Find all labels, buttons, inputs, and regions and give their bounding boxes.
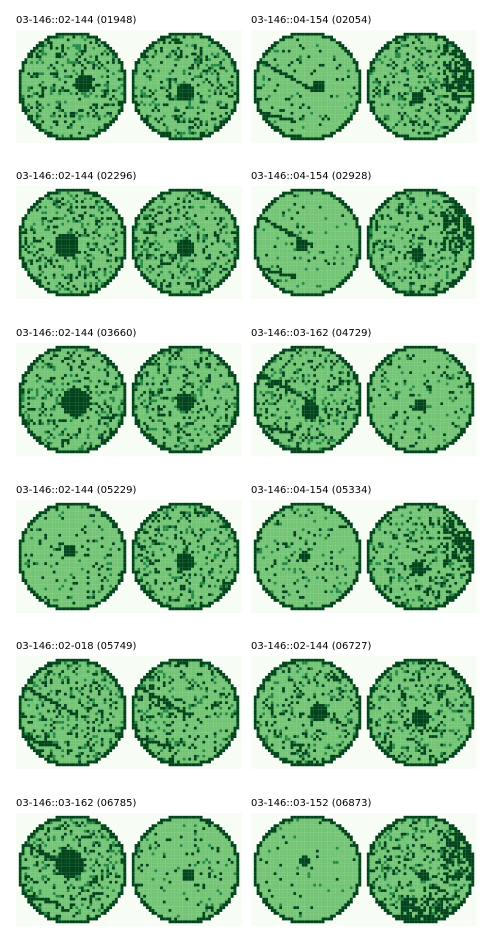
panel-title: 03-146::04-154 (02054): [251, 15, 491, 27]
panel-title: 03-146::04-154 (02928): [251, 171, 491, 183]
wafer-map-pair: [251, 500, 477, 613]
panel-title: 03-146::03-162 (04729): [251, 328, 491, 340]
wafer-map-pair: [16, 500, 242, 613]
wafer-map-pair: [16, 813, 242, 926]
wafer-panel: 03-146::03-162 (04729): [251, 328, 477, 468]
wafer-map-pair: [251, 30, 477, 143]
wafer-panel: 03-146::04-154 (02928): [251, 171, 477, 311]
panel-title: 03-146::02-144 (05229): [16, 485, 256, 497]
wafer-map-pair: [251, 813, 477, 926]
panel-title: 03-146::04-154 (05334): [251, 485, 491, 497]
panel-title: 03-146::02-144 (01948): [16, 15, 256, 27]
wafer-panel: 03-146::04-154 (05334): [251, 485, 477, 625]
wafer-panel: 03-146::04-154 (02054): [251, 15, 477, 155]
panel-title: 03-146::03-162 (06785): [16, 798, 256, 810]
wafer-panel: 03-146::02-144 (03660): [16, 328, 242, 468]
wafer-map-pair: [16, 186, 242, 299]
wafer-map-pair: [16, 343, 242, 456]
panel-title: 03-146::02-144 (03660): [16, 328, 256, 340]
wafer-panel: 03-146::02-144 (06727): [251, 641, 477, 781]
wafer-map-pair: [16, 30, 242, 143]
panel-title: 03-146::02-144 (06727): [251, 641, 491, 653]
wafer-map-pair: [251, 343, 477, 456]
panel-title: 03-146::02-018 (05749): [16, 641, 256, 653]
wafer-panel: 03-146::02-144 (01948): [16, 15, 242, 155]
panel-title: 03-146::03-152 (06873): [251, 798, 491, 810]
wafer-map-pair: [251, 186, 477, 299]
wafer-panel: 03-146::02-018 (05749): [16, 641, 242, 781]
panel-title: 03-146::02-144 (02296): [16, 171, 256, 183]
wafer-panel: 03-146::02-144 (02296): [16, 171, 242, 311]
wafer-map-pair: [251, 656, 477, 769]
wafer-panel: 03-146::03-162 (06785): [16, 798, 242, 938]
wafer-panel: 03-146::03-152 (06873): [251, 798, 477, 938]
wafer-panel: 03-146::02-144 (05229): [16, 485, 242, 625]
wafer-map-pair: [16, 656, 242, 769]
